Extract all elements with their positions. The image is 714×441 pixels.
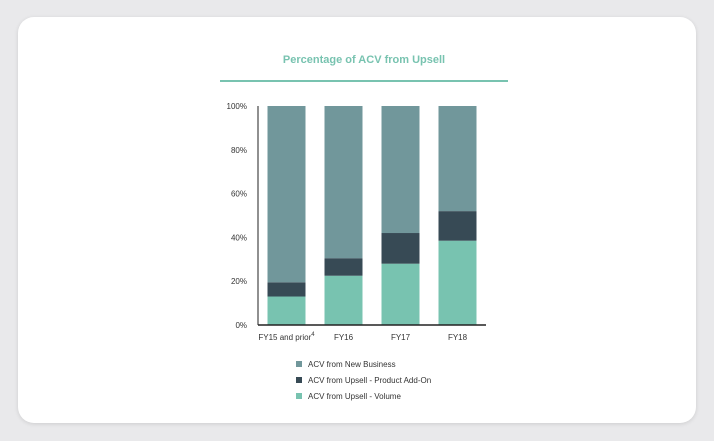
bar-segment [267,106,306,283]
x-tick-label: FY18 [448,333,468,342]
title-underline [220,80,508,82]
bar-segment [267,296,306,325]
legend-item: ACV from New Business [296,356,431,372]
y-tick-label: 0% [235,321,247,330]
bar-segment [438,240,477,325]
bar-segment [438,211,477,241]
bar-segment [381,106,420,234]
legend-label: ACV from Upsell - Product Add-On [308,375,432,385]
bar-segment [324,258,363,276]
legend-swatch [296,361,302,367]
chart-title: Percentage of ACV from Upsell [282,54,446,66]
bar-segment [324,275,363,325]
bar-segment [267,282,306,297]
legend-item: ACV from Upsell - Product Add-On [296,372,431,388]
y-tick-label: 60% [231,190,247,199]
bar-segment [324,106,363,259]
y-tick-label: 20% [231,277,247,286]
y-tick-label: 80% [231,146,247,155]
bar-segment [438,106,477,212]
legend-label: ACV from New Business [308,359,396,369]
x-tick-label: FY16 [334,333,354,342]
x-tick-label: FY15 and prior4 [258,332,315,342]
bar-segment [381,263,420,325]
bar-segment [381,233,420,264]
y-tick-label: 100% [227,102,247,111]
legend-swatch [296,377,302,383]
legend-label: ACV from Upsell - Volume [308,391,401,401]
y-tick-label: 40% [231,233,247,242]
x-tick-label: FY17 [391,333,411,342]
chart-legend: ACV from New Business ACV from Upsell - P… [296,356,431,404]
legend-item: ACV from Upsell - Volume [296,388,431,404]
legend-swatch [296,393,302,399]
